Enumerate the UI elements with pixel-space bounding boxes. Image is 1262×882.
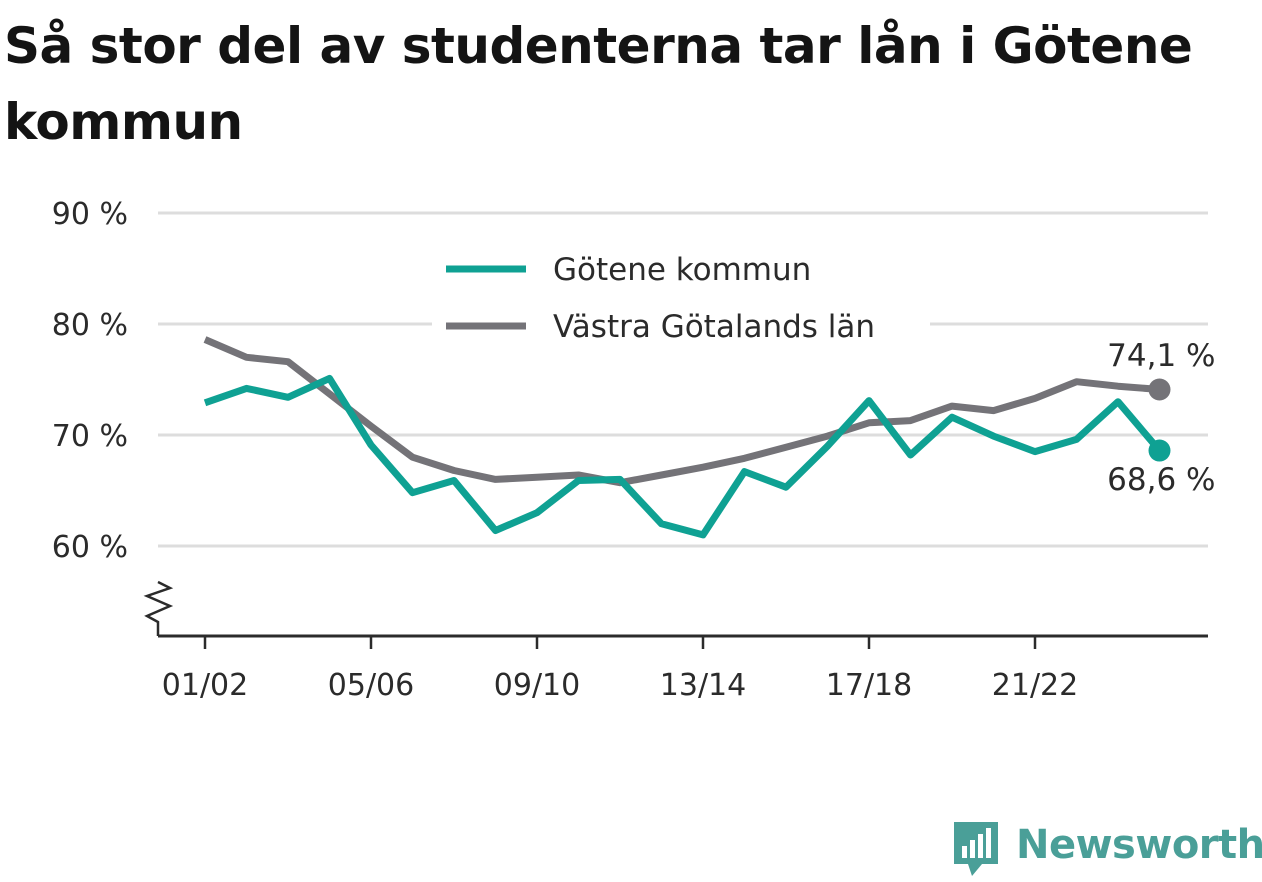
x-tick-label: 05/06 [328,668,414,703]
end-point-vastra-gotaland [1148,378,1171,401]
newsworthy-logo-text: Newsworthy [1016,822,1262,868]
series-line-vastra-gotaland [203,336,1160,487]
x-tick-label: 13/14 [660,668,746,703]
chart-title: Så stor del av studenterna tar lån i Göt… [4,17,1193,151]
legend: Götene kommun Västra Götalands län [432,246,930,350]
x-tick-label: 01/02 [162,668,248,703]
y-tick-label: 60 % [52,530,128,565]
x-tick-label: 17/18 [826,668,912,703]
end-label-gotene: 68,6 % [1107,462,1215,498]
newsworthy-logo[interactable]: Newsworthy [950,820,1262,876]
newsworthy-logo-icon [954,822,998,876]
x-tick-label: 09/10 [494,668,580,703]
gridlines [158,211,1208,548]
y-tick-label: 70 % [52,419,128,454]
end-label-vastra-gotaland: 74,1 % [1107,338,1215,374]
data-labels: 68,6 % 74,1 % [1107,338,1215,498]
legend-label: Västra Götalands län [553,309,875,345]
x-tick-label: 21/22 [992,668,1078,703]
y-tick-label: 80 % [52,308,128,343]
series-line-gotene [203,374,1163,539]
series-lines [203,336,1171,539]
y-axis-break [143,580,174,636]
legend-label: Götene kommun [553,252,811,288]
y-tick-label: 90 % [52,197,128,232]
legend-background [432,246,930,350]
axes: 90 % 80 % 70 % 60 % 01/02 05/06 09/10 13/14 17/1… [52,197,1208,703]
end-point-gotene [1148,439,1171,462]
